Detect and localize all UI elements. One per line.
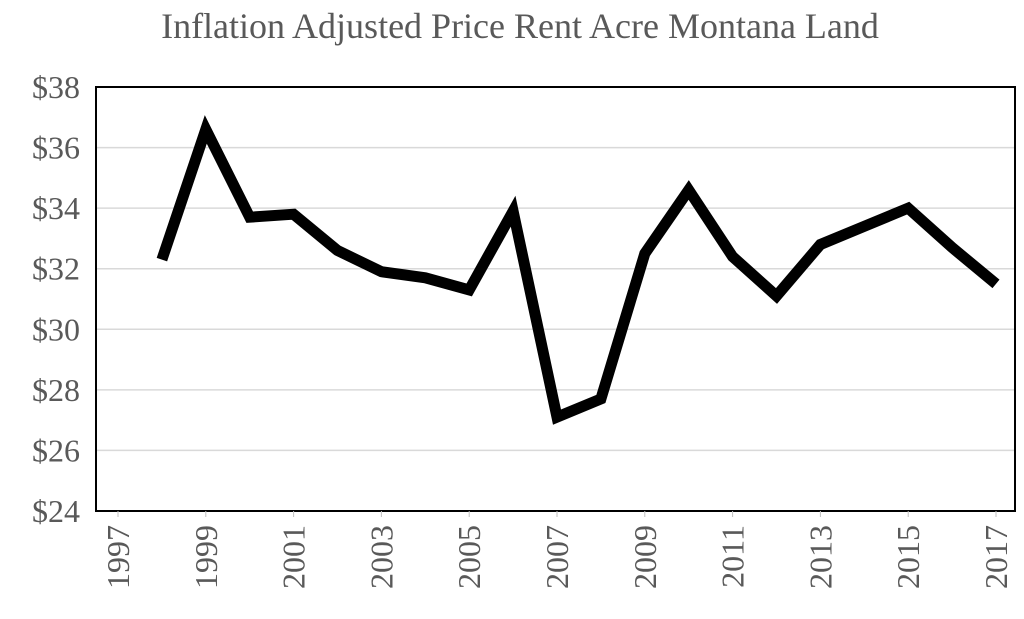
x-tick-label: 2001 xyxy=(276,525,312,589)
data-point xyxy=(425,277,426,278)
data-point xyxy=(776,295,777,296)
data-point xyxy=(600,398,601,399)
x-axis-tick-labels: 1997 1999 2001 2003 2005 2007 2009 2011 2013 2015… xyxy=(100,525,1014,589)
x-tick-label: 1997 xyxy=(100,525,136,589)
data-point xyxy=(864,226,865,227)
y-axis-tick-labels: $24 $26 $28 $30 $32 $34 $36 $38 xyxy=(32,69,80,529)
data-point xyxy=(469,289,470,290)
data-point xyxy=(337,250,338,251)
data-point xyxy=(249,217,250,218)
y-tick-label: $28 xyxy=(32,372,80,408)
y-tick-label: $34 xyxy=(32,190,80,226)
x-tick-label: 2015 xyxy=(890,525,926,589)
axes xyxy=(95,87,1015,517)
data-point xyxy=(557,417,558,418)
plot-area-border xyxy=(95,86,1016,512)
series-layer xyxy=(156,115,1000,425)
x-tick-label: 2017 xyxy=(978,525,1014,589)
x-tick-label: 2013 xyxy=(802,525,838,589)
data-point xyxy=(161,259,162,260)
data-point xyxy=(688,189,689,190)
data-point xyxy=(820,244,821,245)
y-tick-label: $26 xyxy=(32,432,80,468)
data-point xyxy=(908,208,909,209)
y-tick-label: $38 xyxy=(32,69,80,105)
x-tick-label: 2007 xyxy=(539,525,575,589)
data-point xyxy=(381,271,382,272)
y-tick-label: $32 xyxy=(32,251,80,287)
data-point xyxy=(205,129,206,130)
x-tick-label: 2003 xyxy=(363,525,399,589)
data-point xyxy=(732,256,733,257)
data-point xyxy=(513,211,514,212)
x-tick-label: 2005 xyxy=(451,525,487,589)
y-tick-label: $30 xyxy=(32,311,80,347)
data-point xyxy=(644,253,645,254)
data-point xyxy=(996,283,997,284)
x-tick-label: 2009 xyxy=(627,525,663,589)
x-tick-label: 1999 xyxy=(188,525,224,589)
y-tick-label: $36 xyxy=(32,130,80,166)
chart-title: Inflation Adjusted Price Rent Acre Monta… xyxy=(161,6,879,46)
data-point xyxy=(293,214,294,215)
x-tick-label: 2011 xyxy=(715,525,751,588)
y-tick-label: $24 xyxy=(32,493,80,529)
data-point xyxy=(952,247,953,248)
series-line xyxy=(156,115,1000,425)
